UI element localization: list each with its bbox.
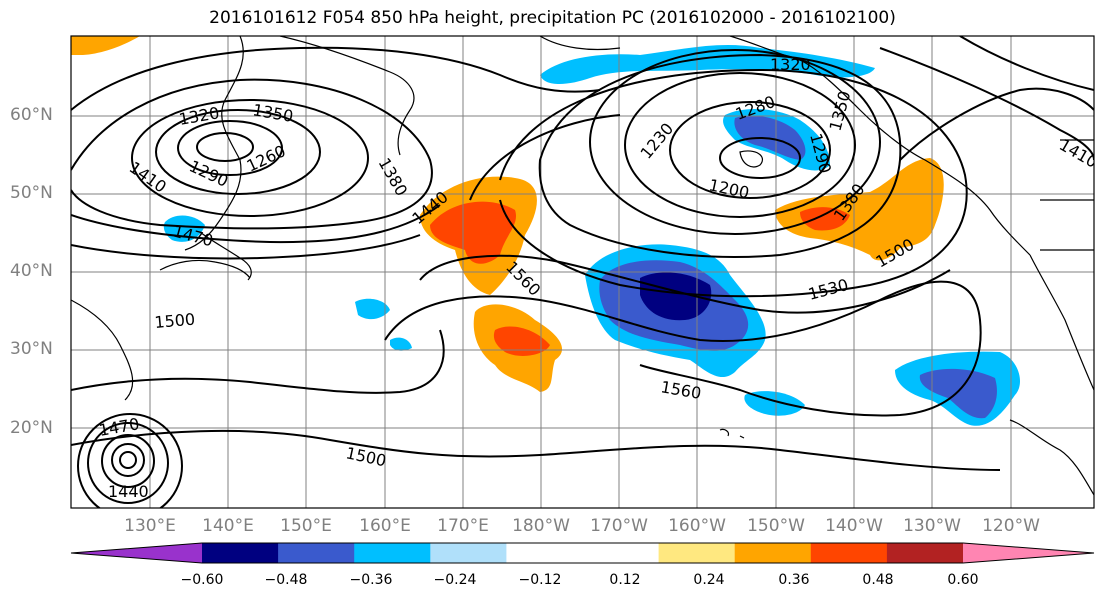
lat-label: 50°N (10, 183, 53, 203)
lon-label: 150°W (747, 516, 805, 536)
colorbar-segment (506, 543, 583, 563)
colorbar-segment (430, 543, 507, 563)
lat-label: 30°N (10, 339, 53, 359)
colorbar-extend-high (963, 543, 1094, 563)
lon-label: 130°W (903, 516, 961, 536)
colorbar-tick: 0.36 (778, 572, 810, 588)
lon-label: 140°W (825, 516, 883, 536)
lon-label: 160°E (359, 516, 411, 536)
lat-label: 20°N (10, 418, 53, 438)
colorbar-segment (354, 543, 431, 563)
colorbar-segment (734, 543, 812, 563)
colorbar-tick: 0.24 (693, 572, 725, 588)
map-frame (70, 35, 1095, 509)
colorbar-segment (582, 543, 660, 563)
lat-label: 60°N (10, 105, 53, 125)
map-panel: 1320 1350 1290 1260 1410 1380 1470 1440 … (70, 35, 1095, 509)
lon-label: 120°W (982, 516, 1040, 536)
colorbar-tick: −0.12 (518, 572, 562, 588)
colorbar-tick: −0.60 (180, 572, 224, 588)
lon-label: 170°W (590, 516, 648, 536)
lon-label: 160°W (668, 516, 726, 536)
lon-label: 140°E (202, 516, 254, 536)
lat-label: 40°N (10, 261, 53, 281)
colorbar-tick: 0.48 (862, 572, 894, 588)
colorbar-segment (202, 543, 279, 563)
precip-shading (71, 36, 1020, 426)
contour-label: 1320 (770, 55, 811, 74)
contour-label: 1440 (108, 482, 149, 501)
colorbar-tick: −0.36 (349, 572, 393, 588)
lon-label: 170°E (437, 516, 489, 536)
coastlines (71, 36, 1094, 496)
colorbar-extend-low (71, 543, 202, 563)
colorbar-outline (70, 542, 1095, 564)
colorbar-segment (278, 543, 355, 563)
colorbar-segment (886, 543, 964, 563)
lon-label: 130°E (124, 516, 176, 536)
colorbar-segment (658, 543, 736, 563)
colorbar-tick: −0.24 (433, 572, 477, 588)
contour-label: 1500 (154, 310, 196, 332)
lon-label: 180°W (512, 516, 570, 536)
height-contours (71, 36, 1094, 508)
colorbar-segment (810, 543, 888, 563)
lon-label: 150°E (280, 516, 332, 536)
colorbar-tick: −0.48 (264, 572, 308, 588)
colorbar-tick: 0.60 (947, 572, 979, 588)
colorbar-tick: 0.12 (609, 572, 641, 588)
map-title: 2016101612 F054 850 hPa height, precipit… (209, 8, 896, 28)
